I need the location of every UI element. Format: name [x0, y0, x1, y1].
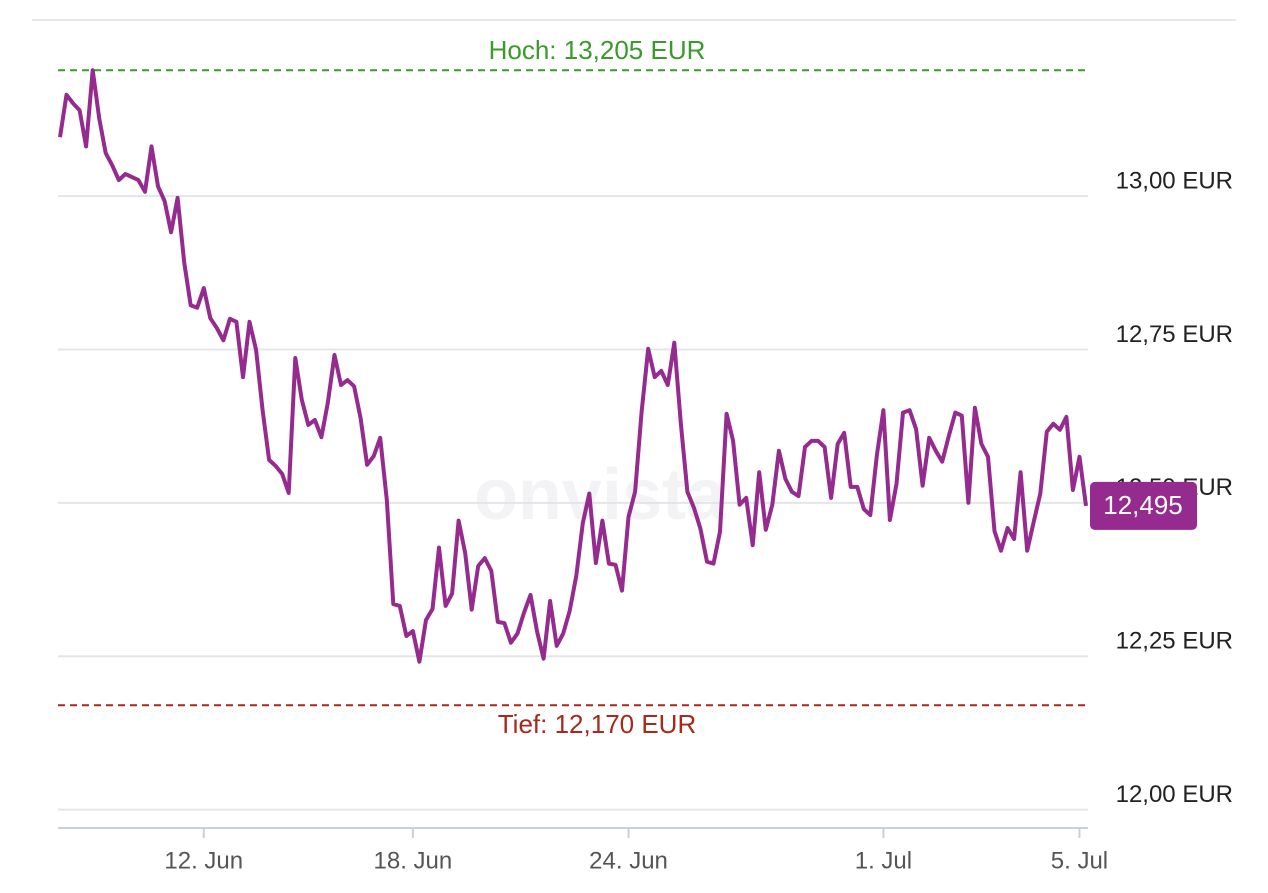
- last-price-badge: [1090, 481, 1197, 530]
- reference-label: Tief: 12,170 EUR: [498, 709, 696, 739]
- x-tick-label: 24. Jun: [589, 847, 668, 874]
- x-tick-label: 1. Jul: [855, 847, 912, 874]
- last-price-label: 12,495: [1103, 490, 1183, 520]
- y-tick-label: 12,25 EUR: [1116, 628, 1233, 655]
- x-tick-label: 12. Jun: [164, 847, 243, 874]
- y-tick-label: 12,75 EUR: [1116, 321, 1233, 348]
- price-line: [58, 68, 1088, 664]
- x-tick-label: 5. Jul: [1051, 847, 1108, 874]
- x-tick-label: 18. Jun: [374, 847, 453, 874]
- y-tick-label: 13,00 EUR: [1116, 167, 1233, 194]
- y-tick-label: 12,00 EUR: [1116, 781, 1233, 808]
- reference-label: Hoch: 13,205 EUR: [489, 35, 706, 65]
